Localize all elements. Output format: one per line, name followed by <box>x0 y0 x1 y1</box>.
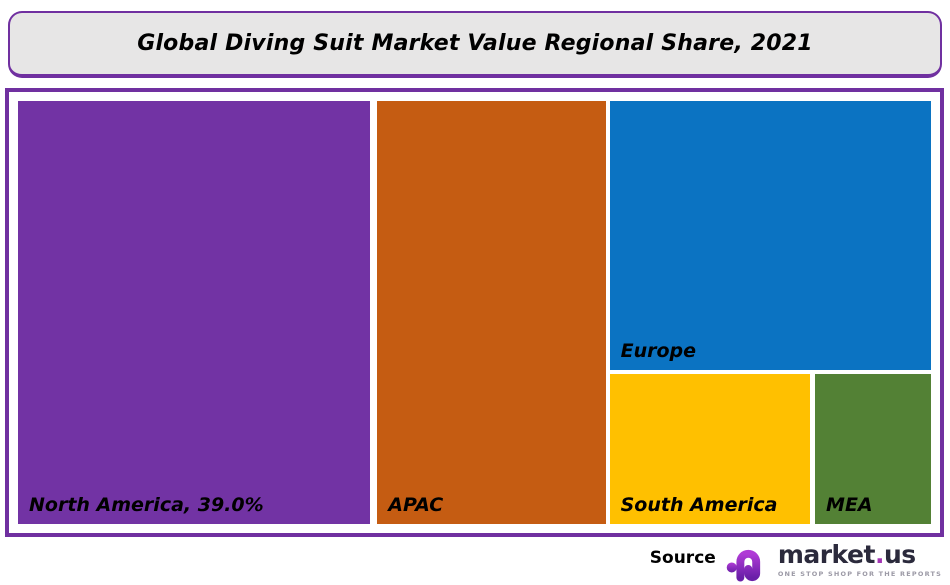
marketus-logo: market.us ONE STOP SHOP FOR THE REPORTS <box>726 540 942 582</box>
tile-apac: APAC <box>377 101 606 524</box>
tile-europe: Europe <box>609 101 931 370</box>
chart-title-box: Global Diving Suit Market Value Regional… <box>8 11 942 78</box>
wordmark-main: market <box>777 540 876 569</box>
chart-title: Global Diving Suit Market Value Regional… <box>137 31 813 56</box>
marketus-logo-icon <box>726 543 772 582</box>
tile-label-south-america: South America <box>620 493 778 516</box>
treemap-plot: North America, 39.0% APAC Europe South A… <box>18 101 931 524</box>
marketus-tagline: ONE STOP SHOP FOR THE REPORTS <box>777 570 942 578</box>
treemap-chart-frame: North America, 39.0% APAC Europe South A… <box>5 88 944 537</box>
wordmark-dot: . <box>874 540 885 569</box>
tile-label-europe: Europe <box>620 339 697 362</box>
wordmark-tld: us <box>883 540 916 569</box>
marketus-wordmark: market.us <box>778 542 916 567</box>
tile-label-apac: APAC <box>388 494 444 516</box>
tile-label-north-america: North America, 39.0% <box>29 494 264 516</box>
marketus-logo-text: market.us ONE STOP SHOP FOR THE REPORTS <box>778 542 942 578</box>
tile-south-america: South America <box>609 374 811 524</box>
tile-mea: MEA <box>815 374 931 524</box>
source-row: Source market.us ONE STOP SHOP FOR THE R… <box>650 538 942 584</box>
tile-label-mea: MEA <box>826 493 873 516</box>
source-label: Source <box>649 548 716 568</box>
tile-north-america: North America, 39.0% <box>18 101 371 524</box>
